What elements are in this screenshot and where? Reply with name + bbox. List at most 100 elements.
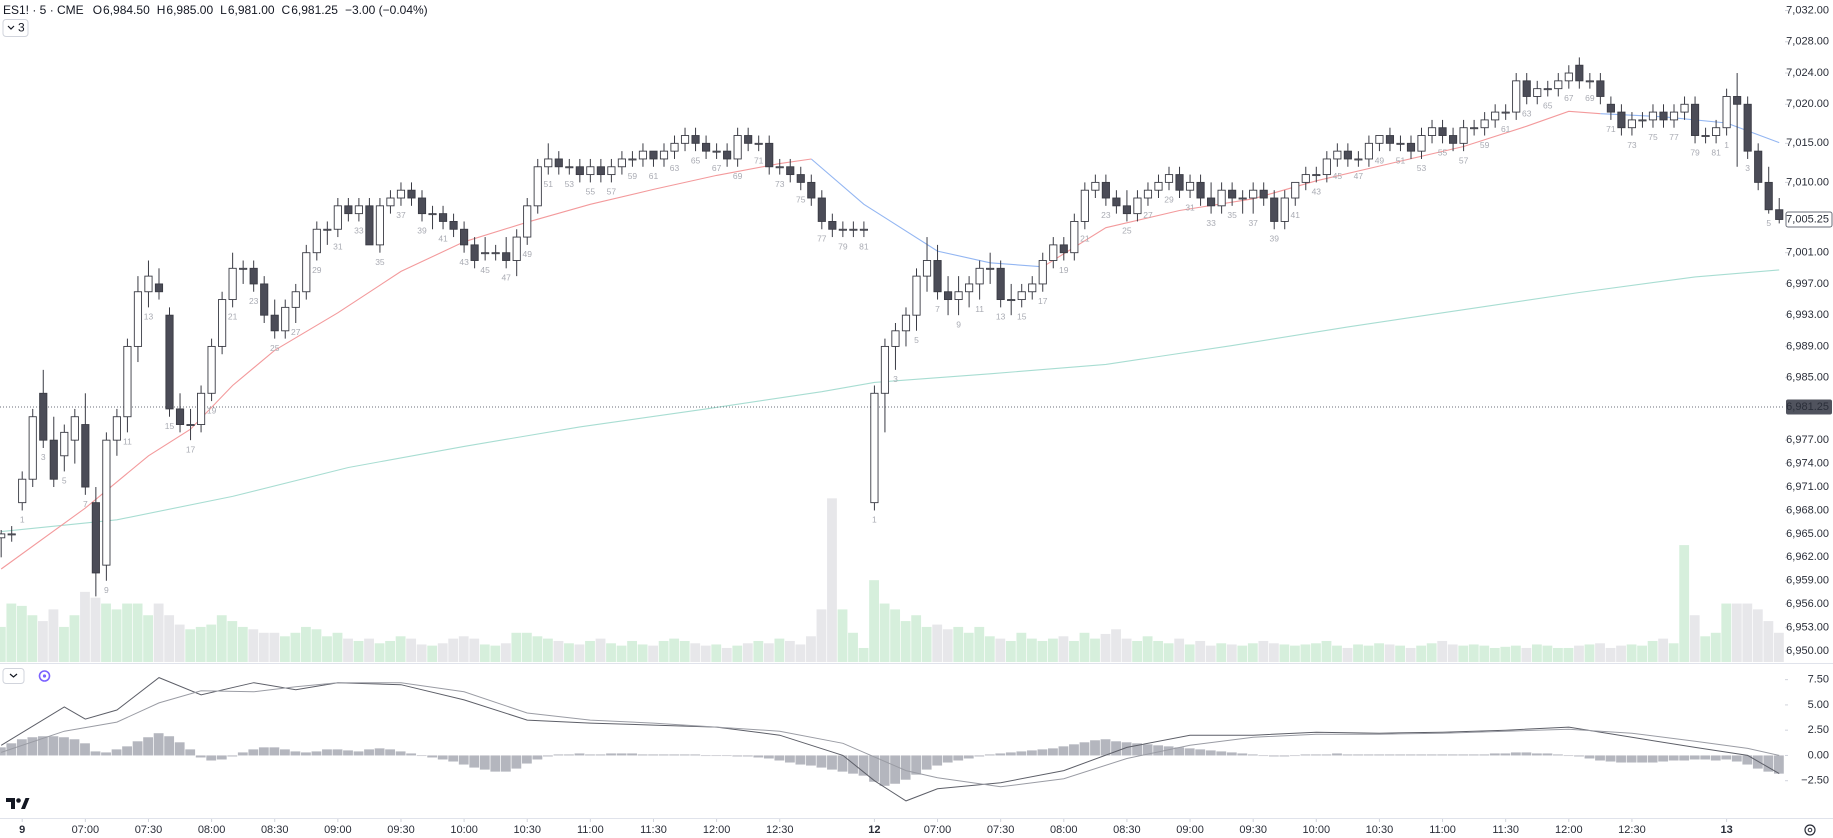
x-tick-label: 09:00 [324,824,352,836]
count-label: 43 [459,257,469,267]
count-label: 65 [1543,101,1553,111]
count-label: 17 [1038,296,1048,306]
count-label: 77 [1669,132,1679,142]
count-label: 9 [956,319,961,329]
volume-bar [37,621,48,662]
macd-pane-controls[interactable] [2,668,51,684]
candle-body [7,533,16,536]
volume-bar [174,624,185,662]
volume-bar [1626,644,1637,662]
candle-body [1459,127,1468,144]
volume-bar [69,615,80,662]
histogram-bar [364,749,374,756]
collapse-button[interactable] [2,668,25,684]
crosshair-price-box [1786,399,1832,415]
toggle-button[interactable] [2,19,29,37]
x-tick-label: 11:30 [640,824,667,836]
y-tick-label: 7,001.00 [1786,247,1829,259]
candle-body [733,135,742,160]
volume-bar [143,615,154,662]
gear-icon[interactable] [1804,824,1816,836]
volume-bar [1416,645,1427,662]
histogram-bar [479,755,490,770]
symbol[interactable]: ES1! · 5 · CME [3,3,84,17]
count-label: 55 [1438,148,1448,158]
count-label: 37 [1248,218,1258,228]
indicator-toggle[interactable]: 3 [2,19,29,37]
histogram-bar [1479,754,1490,756]
candle-body [323,228,332,231]
candle-body [1364,142,1373,160]
candle-body [186,424,195,426]
volume-bar [500,643,511,662]
tradingview-logo[interactable] [6,798,30,809]
histogram-bar [869,755,879,782]
y-tick-label: 7,020.00 [1786,98,1829,110]
count-label: 19 [1059,265,1069,275]
candle-body [1322,158,1331,176]
volume-bar [1205,645,1216,662]
y-tick-label: 6,993.00 [1786,309,1829,321]
volume-bar [1268,643,1279,662]
candle-body [786,166,795,176]
histogram-bar [1321,754,1332,756]
x-tick-label: 11:30 [1492,824,1519,836]
volume-bar [59,626,69,662]
volume-bar [637,644,648,662]
logo-part [16,798,21,803]
histogram-bar [80,743,90,756]
count-label: 5 [1766,218,1771,228]
candle-body [754,142,763,145]
count-label: 3 [893,374,898,384]
histogram-bar [1142,744,1153,756]
candle-body [828,220,837,230]
settings-icon[interactable] [1804,824,1816,836]
volume-bar [164,615,175,662]
count-label: 79 [838,241,848,251]
volume-bar [1500,646,1511,662]
histogram-bar [974,755,985,757]
histogram-bar [290,751,301,756]
volume-bar [606,643,616,662]
histogram-bar [1332,753,1342,756]
candle-body [744,135,753,144]
logo-part [6,798,15,809]
histogram-bar [1574,755,1584,757]
count-label: 45 [480,265,490,275]
sync-icon[interactable] [38,670,51,682]
histogram-bar [1447,754,1458,756]
volume-bar [437,643,448,662]
histogram-bar [1437,754,1448,756]
candle-body [196,392,206,425]
histogram-bar [1048,748,1058,756]
y-tick-label: 7,010.00 [1786,176,1829,188]
volume-bar [711,644,722,662]
candle-body [1659,111,1668,121]
volume-bar [595,638,606,662]
last-price-label: 7,005.25 [1786,213,1829,225]
volume-bar [1016,632,1027,662]
x-tick-label: 10:00 [450,824,478,836]
y-tick-label: 6,968.00 [1786,504,1829,516]
volume-bar [248,629,259,662]
candle-body [1617,111,1626,129]
candle-body [460,228,469,246]
volume-bar [458,636,469,662]
histogram-bar [469,755,480,768]
candle-body [1133,197,1142,215]
candle-body [1291,181,1300,199]
candle-body [1175,174,1184,191]
y-tick-label: 6,956.00 [1786,598,1829,610]
histogram-bar [1174,747,1185,756]
candle-body [228,267,237,301]
volume-bar [742,643,753,662]
count-label: 21 [1080,234,1090,244]
candle-body [880,345,890,394]
volume-bar [795,644,806,662]
chevron-icon [7,25,15,30]
histogram-bar [374,748,385,756]
volume-bar [406,638,417,662]
volume-bar [942,629,953,662]
histogram-bar [1658,755,1669,762]
